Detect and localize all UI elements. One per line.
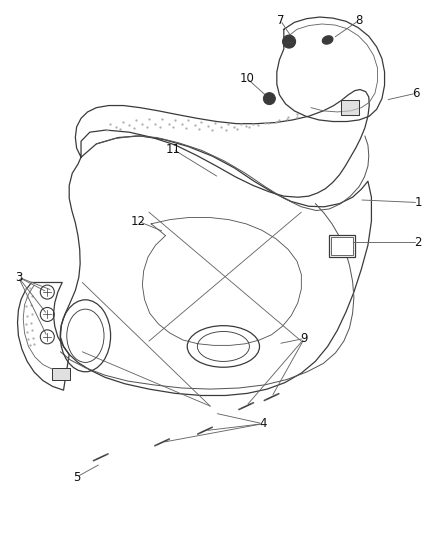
Text: 12: 12 [131,215,145,228]
Bar [328,235,355,257]
Ellipse shape [263,93,276,104]
Text: 7: 7 [276,14,284,27]
Text: 10: 10 [240,72,255,85]
Text: 3: 3 [15,271,22,284]
Text: 9: 9 [300,332,308,345]
Text: 5: 5 [73,471,80,483]
Text: 11: 11 [166,143,180,156]
Polygon shape [341,100,359,115]
Ellipse shape [286,38,293,45]
Text: 6: 6 [412,87,420,100]
Ellipse shape [283,35,296,48]
Text: 8: 8 [356,14,363,27]
Ellipse shape [266,95,272,102]
Bar [52,368,70,380]
Ellipse shape [322,36,333,44]
Text: 2: 2 [414,236,422,249]
Text: 4: 4 [259,417,267,430]
Text: 1: 1 [414,196,422,209]
Bar [331,237,353,255]
